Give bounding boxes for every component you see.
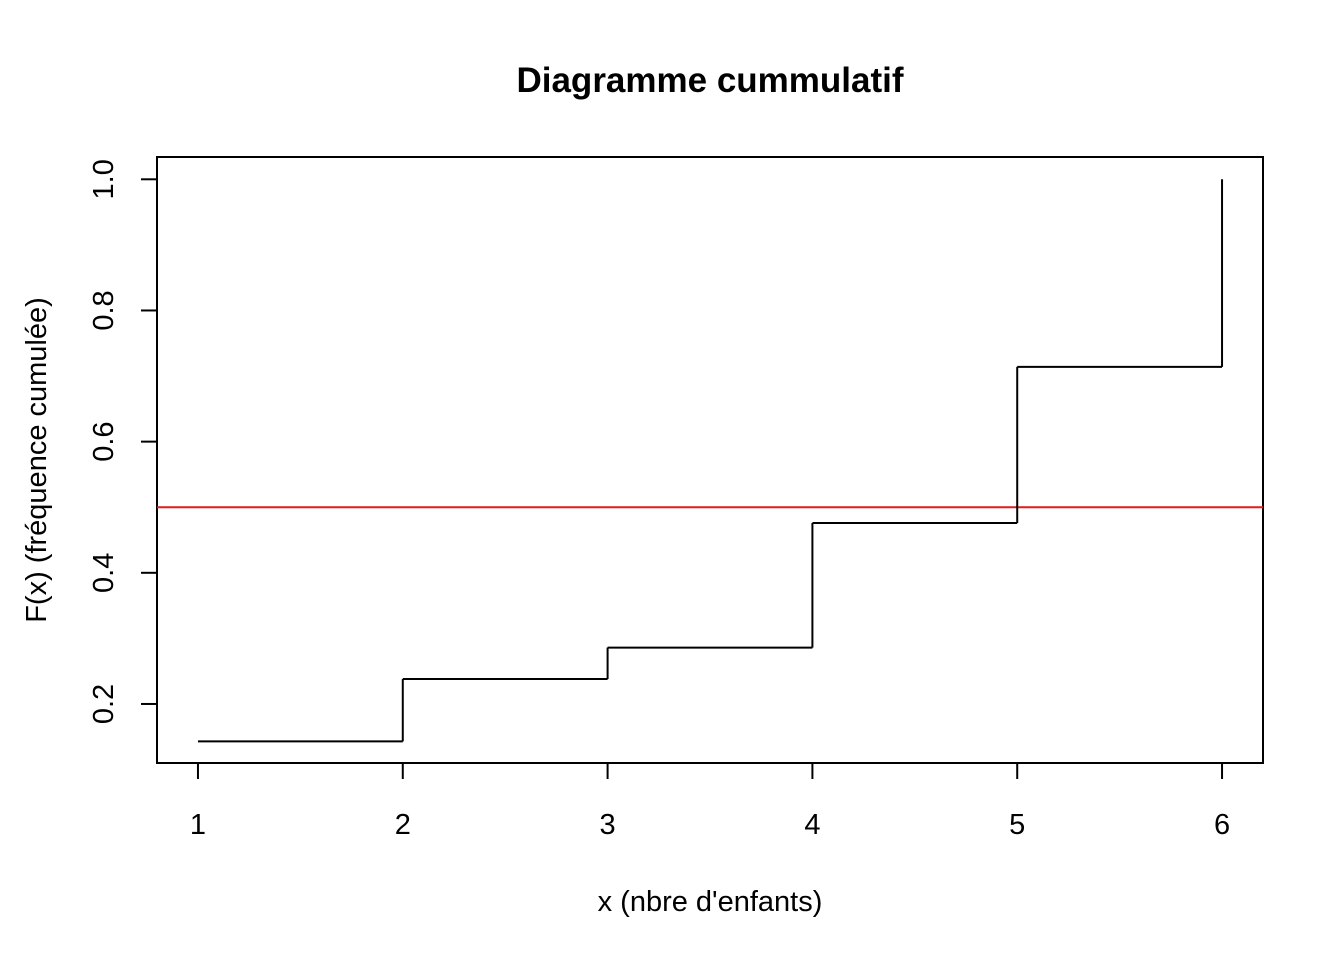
x-tick-label: 6 [1214, 809, 1230, 841]
y-tick-label: 0.6 [88, 421, 120, 461]
plot-frame [156, 156, 1264, 764]
y-tick-label: 0.8 [88, 290, 120, 330]
y-tick-label: 0.2 [88, 684, 120, 724]
x-axis-label: x (nbre d'enfants) [598, 886, 823, 918]
x-tick-label: 3 [600, 809, 616, 841]
y-axis-label: F(x) (fréquence cumulée) [21, 297, 53, 623]
x-tick-label: 2 [395, 809, 411, 841]
x-tick-label: 1 [190, 809, 206, 841]
chart-title: Diagramme cummulatif [516, 61, 903, 100]
plot-area: 1 2 3 4 5 6 0.2 0.4 0.6 0.8 1.0 [88, 156, 1264, 841]
x-tick-label: 4 [804, 809, 820, 841]
y-tick-label: 0.4 [88, 553, 120, 593]
y-tick-label: 1.0 [88, 159, 120, 199]
x-tick-label: 5 [1009, 809, 1025, 841]
